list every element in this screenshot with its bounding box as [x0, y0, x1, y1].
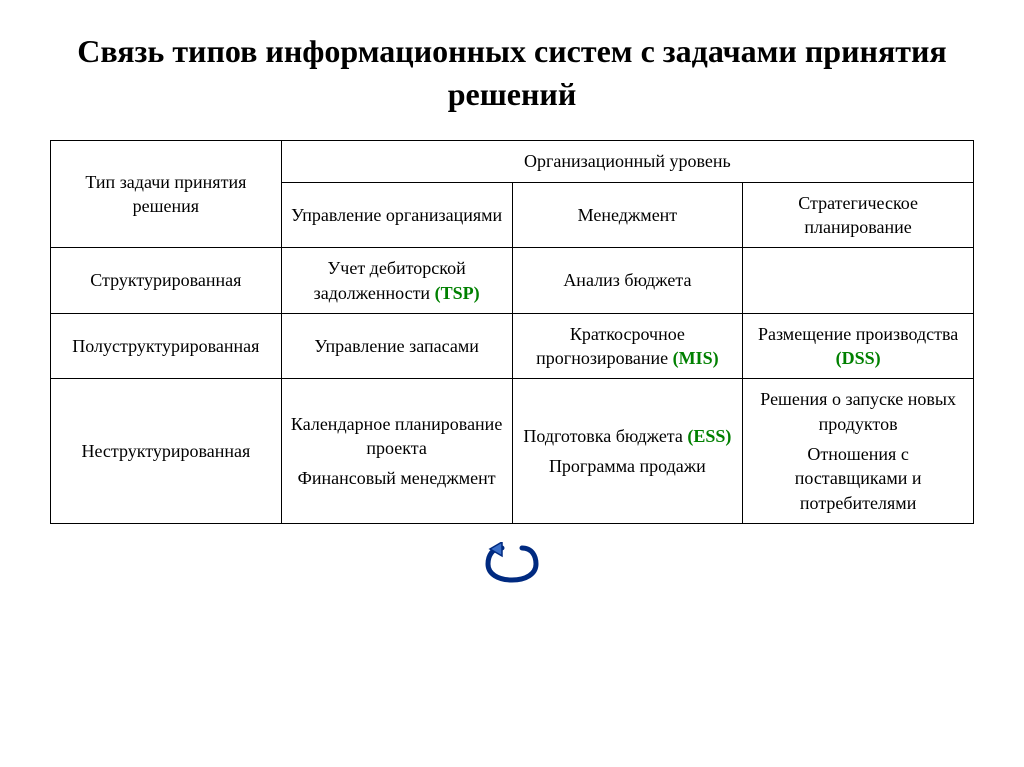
cell: Управление запасами: [281, 313, 512, 379]
cell: Анализ бюджета: [512, 248, 743, 314]
table-row: Неструктурированная Календарное планиров…: [51, 379, 974, 523]
header-orglevel: Организационный уровень: [281, 141, 973, 182]
cell: [743, 248, 974, 314]
cell: Календарное планирование проекта Финансо…: [281, 379, 512, 523]
acronym: (TSP): [435, 283, 480, 303]
cell: Решения о запуске новых продуктов Отноше…: [743, 379, 974, 523]
page-title: Связь типов информационных систем с зада…: [50, 30, 974, 116]
cell: Размещение производства (DSS): [743, 313, 974, 379]
cell-type: Полуструктурированная: [51, 313, 282, 379]
cell: Подготовка бюджета (ESS) Программа прода…: [512, 379, 743, 523]
main-table: Тип задачи принятия решения Организацион…: [50, 140, 974, 524]
acronym: (DSS): [836, 348, 881, 368]
table-row: Полуструктурированная Управление запасам…: [51, 313, 974, 379]
cell-type: Неструктурированная: [51, 379, 282, 523]
table-row: Структурированная Учет дебиторской задол…: [51, 248, 974, 314]
return-arrow-icon[interactable]: [50, 542, 974, 591]
header-sub2: Менеджмент: [512, 182, 743, 248]
header-col0: Тип задачи принятия решения: [51, 141, 282, 248]
acronym: (ESS): [687, 426, 731, 446]
cell: Учет дебиторской задолженности (TSP): [281, 248, 512, 314]
header-sub3: Стратегическое планирование: [743, 182, 974, 248]
header-sub1: Управление организациями: [281, 182, 512, 248]
cell-type: Структурированная: [51, 248, 282, 314]
cell: Краткосрочное прогнозирование (MIS): [512, 313, 743, 379]
acronym: (MIS): [673, 348, 719, 368]
